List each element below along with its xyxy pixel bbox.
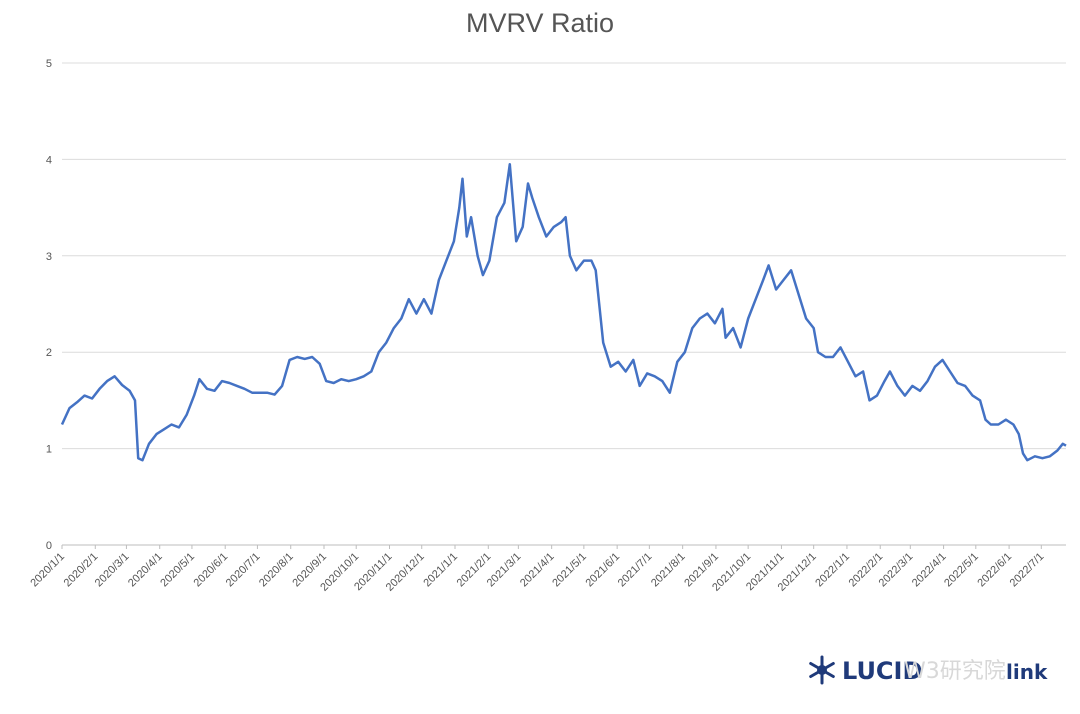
x-tick-label: 2021/7/1 — [616, 551, 655, 590]
x-tick-label: 2020/8/1 — [257, 551, 296, 590]
y-tick-label: 3 — [46, 251, 52, 263]
watermark-logo: LUCID W3研究院 link — [809, 655, 1048, 685]
x-tick-label: 2021/5/1 — [550, 551, 589, 590]
y-tick-label: 2 — [46, 347, 52, 359]
x-tick-label: 2020/6/1 — [192, 551, 231, 590]
watermark-overlay: W3研究院 — [904, 659, 1006, 684]
watermark-suffix: link — [1006, 660, 1048, 684]
y-axis-ticks: 0 1 2 3 4 5 — [46, 58, 52, 552]
series-layer — [60, 162, 1067, 462]
x-tick-label: 2022/1/1 — [813, 551, 852, 590]
x-tick-label: 2020/4/1 — [126, 551, 165, 590]
x-tick-label: 2022/5/1 — [942, 551, 981, 590]
x-tick-label: 2020/5/1 — [158, 551, 197, 590]
series-line — [60, 162, 1067, 462]
x-tick-label: 2021/1/1 — [421, 551, 460, 590]
watermark-brand: LUCID — [842, 657, 922, 685]
x-tick-label: 2020/1/1 — [28, 551, 67, 590]
y-tick-label: 5 — [46, 58, 52, 70]
y-tick-label: 0 — [46, 540, 52, 552]
x-tick-label: 2020/7/1 — [224, 551, 263, 590]
x-tick-label: 2021/4/1 — [518, 551, 557, 590]
grid-lines — [62, 62, 1066, 546]
chart-title: MVRV Ratio — [465, 8, 615, 38]
x-tick-label: 2021/8/1 — [649, 551, 688, 590]
x-tick-label: 2022/7/1 — [1008, 551, 1047, 590]
x-tick-label: 2022/6/1 — [975, 551, 1014, 590]
x-axis-ticks: 2020/1/12020/2/12020/3/12020/4/12020/5/1… — [28, 545, 1046, 594]
x-tick-label: 2022/4/1 — [910, 551, 949, 590]
x-tick-label: 2021/6/1 — [584, 551, 623, 590]
y-tick-label: 1 — [46, 444, 52, 456]
y-tick-label: 4 — [46, 154, 52, 166]
x-tick-label: 2020/3/1 — [93, 551, 132, 590]
snowflake-icon — [809, 655, 835, 685]
